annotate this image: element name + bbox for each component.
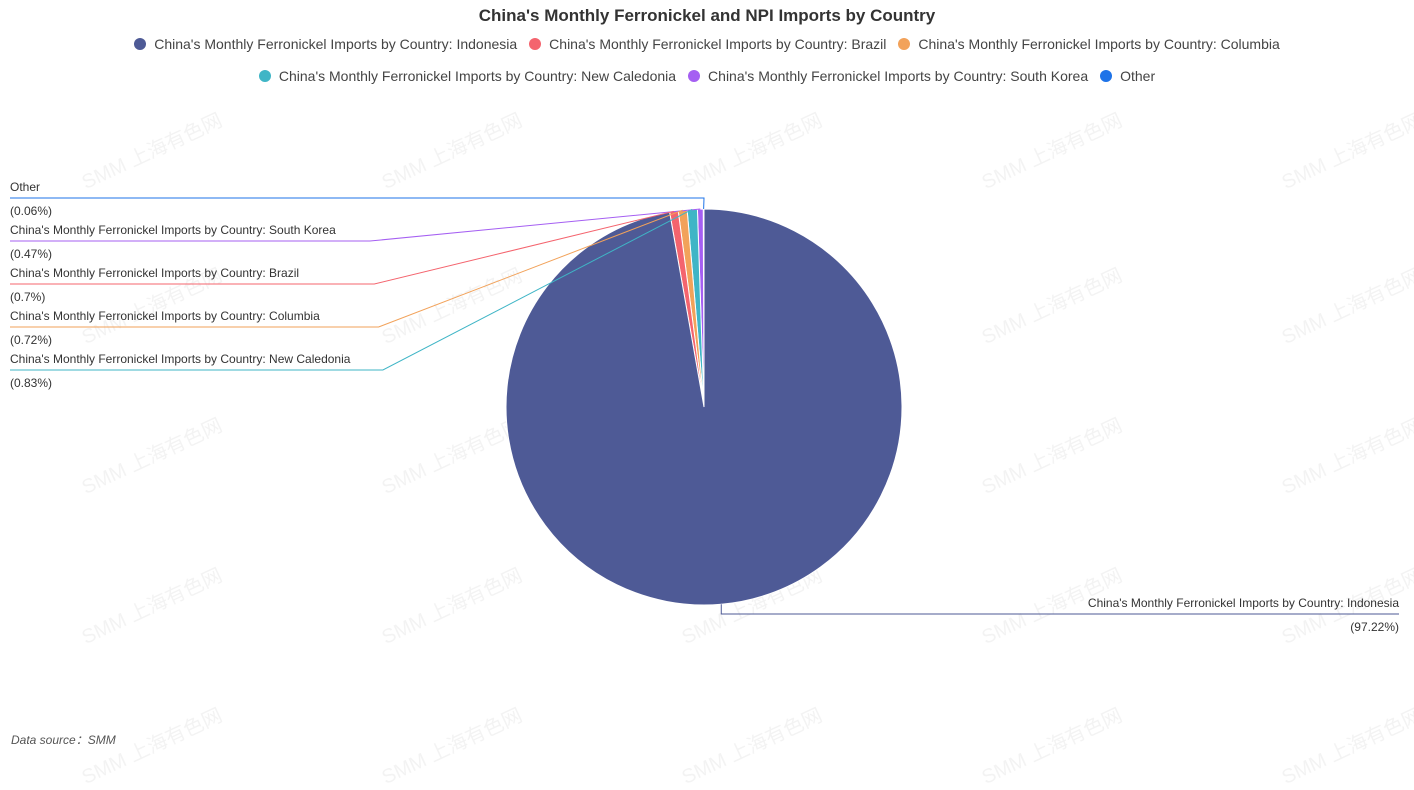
legend-item-south-korea[interactable]: China's Monthly Ferronickel Imports by C…: [688, 68, 1088, 84]
legend-dot-columbia: [898, 38, 911, 50]
leader-line: [10, 208, 693, 371]
legend-label-brazil: China's Monthly Ferronickel Imports by C…: [549, 36, 887, 52]
data-label-name: China's Monthly Ferronickel Imports by C…: [1088, 596, 1399, 610]
legend-label-south-korea: China's Monthly Ferronickel Imports by C…: [708, 68, 1089, 84]
data-label-name: China's Monthly Ferronickel Imports by C…: [10, 309, 320, 323]
data-label-name: China's Monthly Ferronickel Imports by C…: [10, 266, 299, 280]
chart-title: China's Monthly Ferronickel and NPI Impo…: [478, 6, 936, 25]
data-label-name: China's Monthly Ferronickel Imports by C…: [10, 223, 336, 237]
pie-slice[interactable]: [505, 208, 903, 606]
leader-line: [10, 210, 675, 285]
legend-label-indonesia: China's Monthly Ferronickel Imports by C…: [154, 36, 518, 52]
legend-dot-new-caledonia: [258, 70, 271, 82]
legend-item-new-caledonia[interactable]: China's Monthly Ferronickel Imports by C…: [258, 68, 677, 84]
legend-item-columbia[interactable]: China's Monthly Ferronickel Imports by C…: [898, 36, 1280, 52]
legend-dot-other: [1100, 70, 1113, 82]
leader-line: [10, 208, 701, 242]
data-label-value: (0.47%): [10, 247, 52, 261]
legend-row-1: China's Monthly Ferronickel Imports by C…: [0, 36, 1414, 52]
data-label-value: (0.06%): [10, 204, 52, 218]
leader-line: [10, 197, 705, 210]
legend-item-other[interactable]: Other: [1100, 68, 1155, 84]
legend-label-new-caledonia: China's Monthly Ferronickel Imports by C…: [278, 68, 677, 84]
pie-chart: Other (0.06%) China's Monthly Ferronickel …: [10, 180, 1399, 634]
data-label-value: (0.83%): [10, 376, 52, 390]
legend-item-indonesia[interactable]: China's Monthly Ferronickel Imports by C…: [134, 36, 517, 52]
data-label-value: (0.72%): [10, 333, 52, 347]
leader-line: [10, 209, 683, 328]
legend-item-brazil[interactable]: China's Monthly Ferronickel Imports by C…: [529, 36, 886, 52]
data-label-value: (97.22%): [1350, 620, 1399, 634]
legend-row-2: China's Monthly Ferronickel Imports by C…: [0, 68, 1414, 84]
data-label-value: (0.7%): [10, 290, 45, 304]
data-source: Data source：SMM: [11, 733, 116, 747]
leader-line: [720, 604, 1399, 615]
legend-label-columbia: China's Monthly Ferronickel Imports by C…: [918, 36, 1280, 52]
data-label-name: Other: [10, 180, 40, 194]
legend-dot-indonesia: [134, 38, 147, 50]
legend-dot-south-korea: [688, 70, 701, 82]
legend-label-other: Other: [1120, 68, 1156, 84]
data-label-name: China's Monthly Ferronickel Imports by C…: [10, 352, 351, 366]
legend-dot-brazil: [529, 38, 542, 50]
